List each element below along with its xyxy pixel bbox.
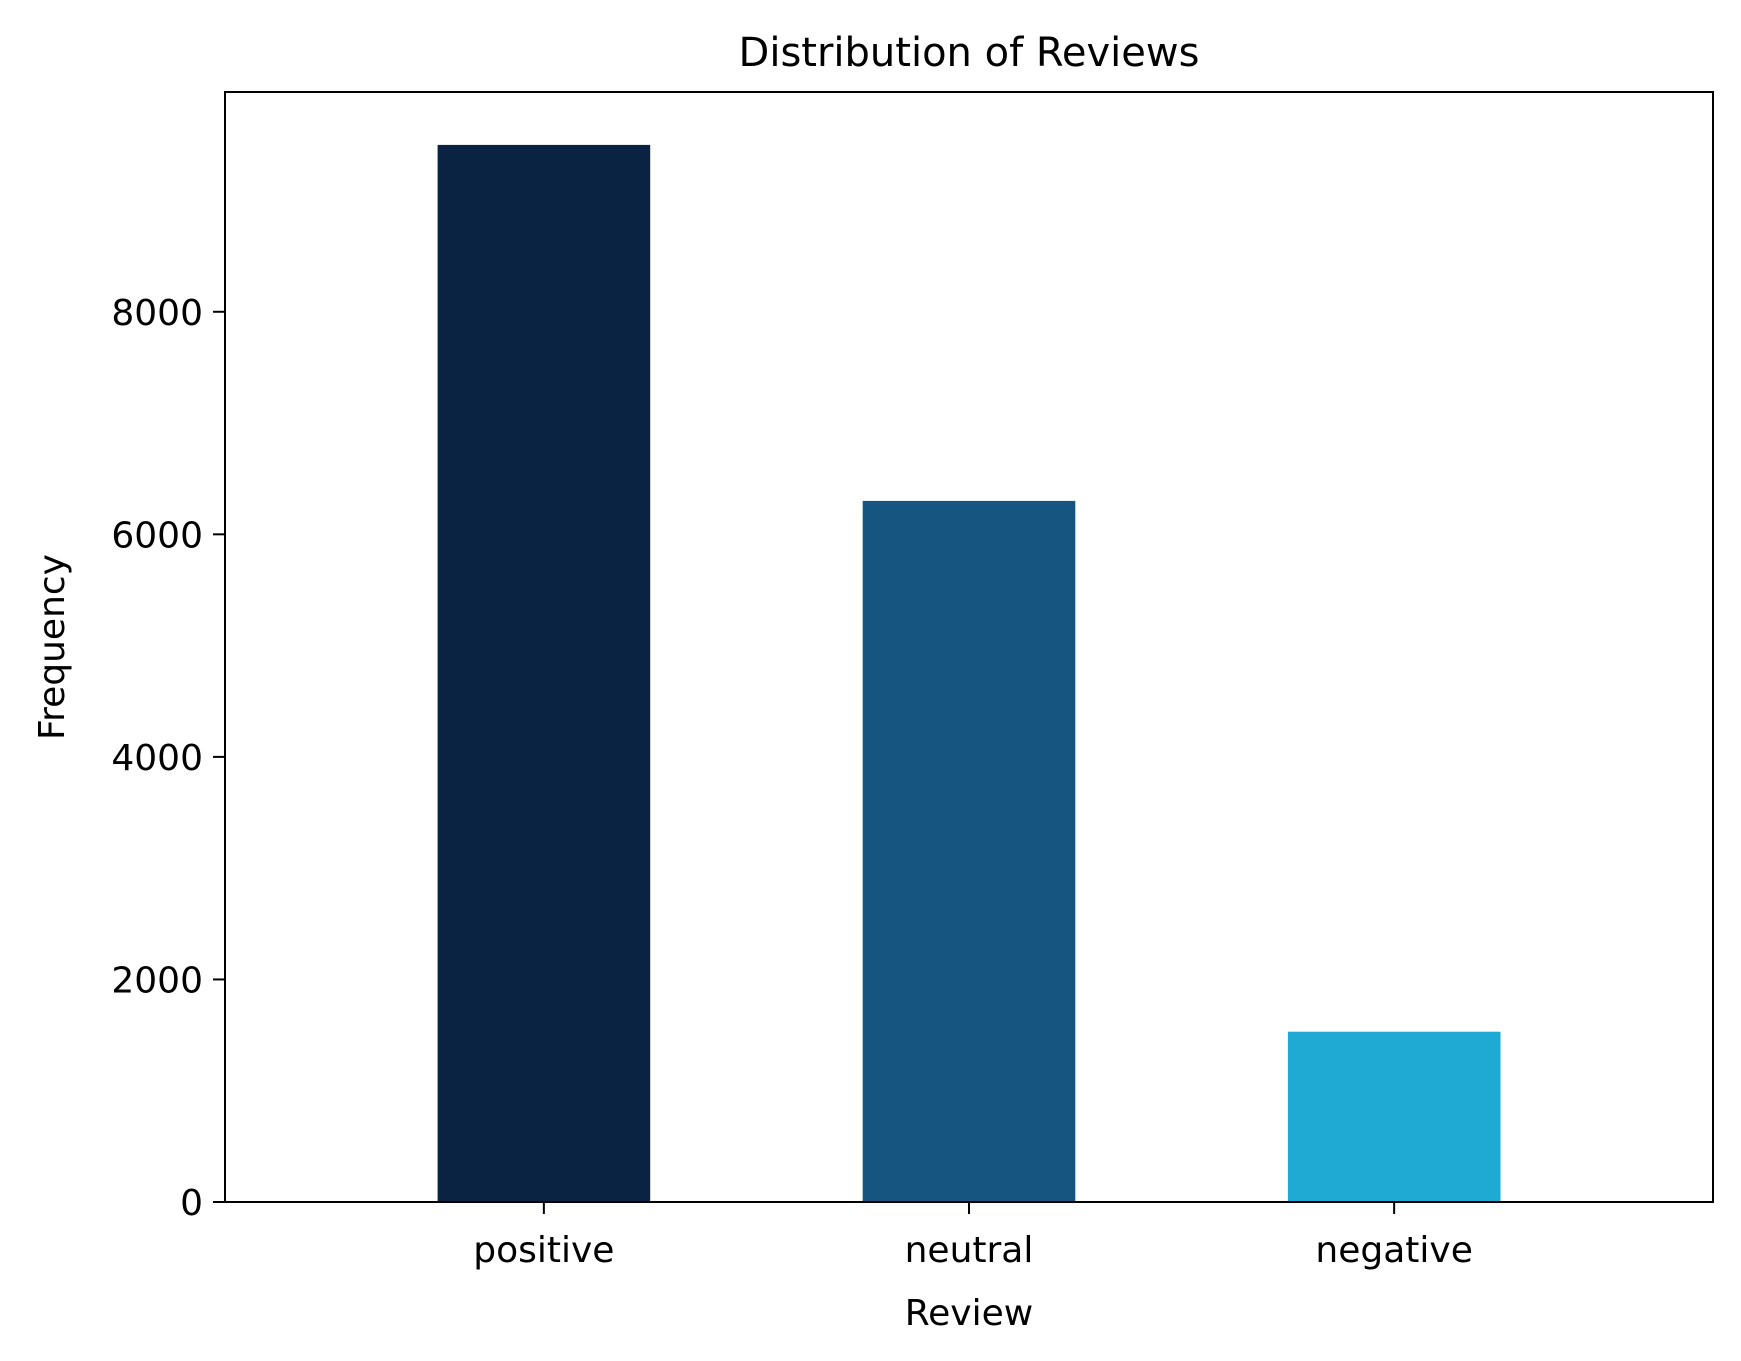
x-tick-label-neutral: neutral [905, 1230, 1034, 1271]
bar-neutral [862, 500, 1076, 1202]
bars-group [437, 144, 1501, 1202]
y-axis-label: Frequency [32, 554, 73, 740]
y-tick-label: 2000 [111, 960, 203, 1001]
y-tick-label: 4000 [111, 738, 203, 779]
chart-title: Distribution of Reviews [739, 30, 1200, 76]
y-tick-label: 8000 [111, 293, 203, 334]
bar-negative [1287, 1031, 1501, 1202]
y-tick-label: 0 [180, 1183, 203, 1224]
y-axis: 0 2000 4000 6000 8000 [111, 293, 225, 1224]
x-axis-label: Review [905, 1293, 1033, 1334]
x-tick-label-negative: negative [1315, 1230, 1472, 1271]
bar-positive [437, 144, 651, 1202]
plot-frame [224, 91, 1714, 1203]
y-tick-label: 6000 [111, 515, 203, 556]
x-axis: positive neutral negative [473, 1202, 1473, 1271]
x-tick-label-positive: positive [473, 1230, 614, 1271]
